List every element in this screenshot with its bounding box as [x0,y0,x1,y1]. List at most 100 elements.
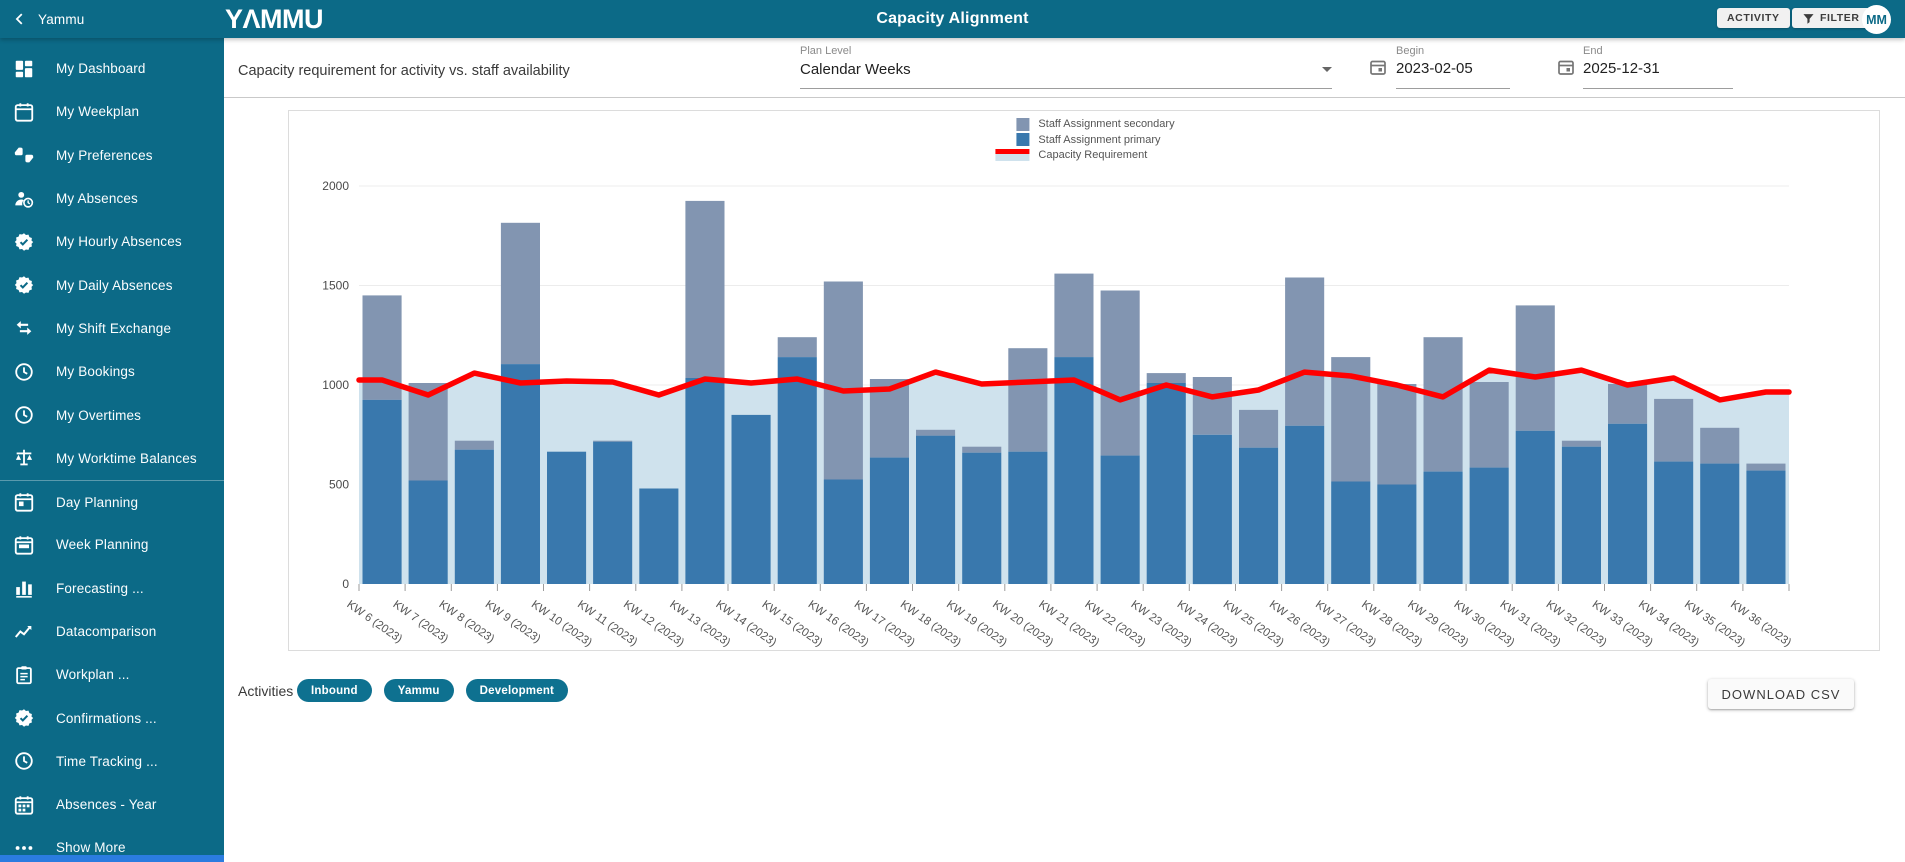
bar-secondary[interactable] [777,337,817,358]
sidebar-item-my-bookings[interactable]: My Bookings [0,350,224,393]
bar-primary[interactable] [869,457,909,584]
sidebar-item-my-shift-exchange[interactable]: My Shift Exchange [0,307,224,350]
sidebar-item-forecasting[interactable]: Forecasting ... [0,567,224,610]
bar-secondary[interactable] [1377,384,1417,485]
sidebar-item-datacomparison[interactable]: Datacomparison [0,610,224,653]
sidebar-back-button[interactable]: Yammu [12,0,85,38]
bar-secondary[interactable] [962,446,1002,453]
sidebar-item-time-tracking[interactable]: Time Tracking ... [0,740,224,783]
bar-secondary[interactable] [685,200,725,378]
bar-primary[interactable] [1100,455,1140,584]
bar-secondary[interactable] [408,383,448,481]
legend-item[interactable]: Staff Assignment secondary [993,117,1175,132]
y-axis-label: 500 [329,478,349,492]
bar-secondary[interactable] [1654,398,1694,462]
bar-secondary[interactable] [1008,348,1048,452]
bar-secondary[interactable] [593,440,633,442]
line-chart-icon [14,625,32,638]
bar-primary[interactable] [1331,481,1371,585]
chevron-down-icon[interactable] [1322,67,1332,72]
bar-primary[interactable] [1561,446,1601,584]
sidebar-item-label: My Bookings [56,364,135,380]
sidebar-item-my-preferences[interactable]: My Preferences [0,134,224,177]
calendar-end-icon[interactable] [1556,57,1576,77]
bar-secondary[interactable] [500,222,540,365]
download-csv-button[interactable]: DOWNLOAD CSV [1708,679,1854,709]
bar-primary[interactable] [1654,461,1694,584]
bar-secondary[interactable] [1054,273,1094,358]
begin-date-input[interactable]: 2023-02-05 [1396,60,1473,77]
bar-secondary[interactable] [1423,337,1463,472]
bar-primary[interactable] [1008,451,1048,584]
bar-primary[interactable] [777,357,817,584]
bar-secondary[interactable] [1469,382,1509,468]
end-date-input[interactable]: 2025-12-31 [1583,60,1660,77]
legend-item[interactable]: Capacity Requirement [993,148,1174,163]
bar-secondary[interactable] [1100,290,1140,456]
sidebar-item-my-dashboard[interactable]: My Dashboard [0,47,224,90]
bar-primary[interactable] [408,480,448,585]
bar-primary[interactable] [1054,357,1094,584]
calendar-begin-icon[interactable] [1368,57,1388,77]
bar-primary[interactable] [593,441,633,584]
sidebar-item-my-hourly-absences[interactable]: My Hourly Absences [0,220,224,263]
bar-secondary[interactable] [1239,409,1279,448]
sidebar-item-day-planning[interactable]: Day Planning [0,479,224,523]
sidebar-item-show-more[interactable]: Show More [0,826,224,862]
bar-primary[interactable] [1423,471,1463,584]
sidebar-item-my-absences[interactable]: My Absences [0,177,224,220]
bar-secondary[interactable] [1746,463,1786,471]
bar-primary[interactable] [1285,425,1325,584]
bar-primary[interactable] [962,452,1002,584]
plan-level-select[interactable]: Calendar Weeks [800,61,911,78]
bar-primary[interactable] [547,451,587,584]
sidebar-item-my-worktime-balances[interactable]: My Worktime Balances [0,437,224,480]
bar-primary[interactable] [639,488,679,585]
badge-check-icon [14,709,34,727]
activity-chip-yammu[interactable]: Yammu [383,679,454,702]
bar-primary[interactable] [916,435,956,584]
sidebar-item-workplan[interactable]: Workplan ... [0,653,224,696]
bar-primary[interactable] [1146,383,1186,584]
bar-secondary[interactable] [1608,384,1648,424]
bar-secondary[interactable] [1285,277,1325,426]
bar-primary[interactable] [500,364,540,584]
sidebar-item-my-weekplan[interactable]: My Weekplan [0,90,224,133]
bar-primary[interactable] [1746,470,1786,584]
activity-chip-development[interactable]: Development [465,679,569,702]
bar-secondary[interactable] [454,440,494,450]
bar-primary[interactable] [731,414,771,584]
activity-chip-inbound[interactable]: Inbound [297,679,372,702]
user-avatar[interactable]: MM [1862,5,1891,34]
sidebar-item-my-overtimes[interactable]: My Overtimes [0,393,224,436]
filter-button-label: FILTER [1820,12,1860,24]
bar-primary[interactable] [362,399,402,584]
legend-item[interactable]: Staff Assignment primary [993,133,1174,148]
bar-primary[interactable] [454,449,494,584]
bar-primary[interactable] [823,479,863,585]
bar-secondary[interactable] [823,281,863,480]
sidebar-item-week-planning[interactable]: Week Planning [0,523,224,566]
sidebar-item-my-daily-absences[interactable]: My Daily Absences [0,263,224,306]
bar-primary[interactable] [685,378,725,584]
activity-button[interactable]: ACTIVITY [1717,8,1790,28]
sidebar-item-confirmations[interactable]: Confirmations ... [0,696,224,739]
bar-primary[interactable] [1700,463,1740,584]
bar-secondary[interactable] [916,429,956,436]
bar-secondary[interactable] [1192,377,1232,435]
capacity-line[interactable] [356,367,1792,403]
bar-secondary[interactable] [1515,305,1555,431]
bar-primary[interactable] [1377,484,1417,585]
bar-primary[interactable] [1239,447,1279,584]
sidebar-scrollbar[interactable] [0,855,224,862]
bar-primary[interactable] [1469,467,1509,584]
bar-secondary[interactable] [1561,440,1601,447]
sidebar-item-absences-year[interactable]: Absences - Year [0,783,224,826]
bar-primary[interactable] [1608,423,1648,584]
filter-button[interactable]: FILTER [1792,8,1870,28]
bar-primary[interactable] [1515,430,1555,584]
bar-secondary[interactable] [1700,427,1740,464]
bar-secondary[interactable] [1146,373,1186,383]
bar-primary[interactable] [1192,434,1232,585]
